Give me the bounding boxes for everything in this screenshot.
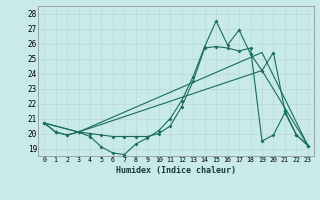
X-axis label: Humidex (Indice chaleur): Humidex (Indice chaleur) — [116, 166, 236, 175]
